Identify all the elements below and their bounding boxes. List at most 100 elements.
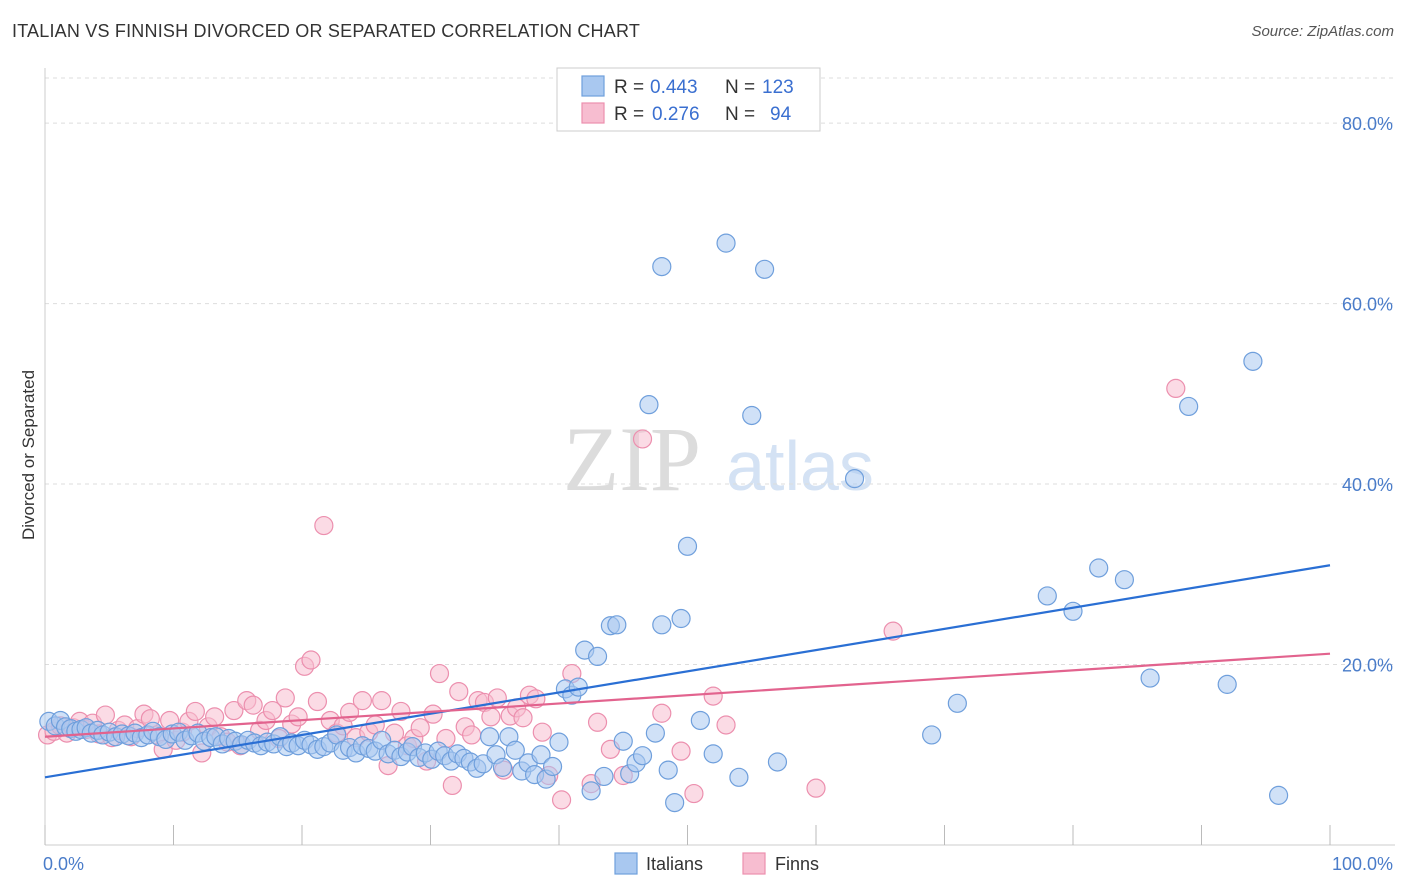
finns-point <box>352 691 372 711</box>
finns-point <box>671 741 691 761</box>
italians-point <box>542 756 563 777</box>
finns-point <box>587 712 608 732</box>
finns-point <box>481 707 501 727</box>
italians-point <box>613 731 633 751</box>
italians-point <box>1243 351 1263 371</box>
italians-point <box>844 469 865 489</box>
italians-trend-line <box>44 564 1331 779</box>
finns-point <box>205 707 225 727</box>
finns-point <box>806 778 826 798</box>
finns-point <box>632 429 653 449</box>
axes <box>44 68 1395 846</box>
italians-point <box>1140 668 1160 688</box>
bottom-legend-finns: Finns <box>775 854 819 874</box>
italians-point <box>492 757 513 777</box>
italians-point <box>1037 586 1057 606</box>
italians-point <box>480 727 500 747</box>
legend-swatch-finns <box>581 102 605 124</box>
italians-point <box>767 752 788 772</box>
italians-point <box>690 710 710 731</box>
finns-point <box>684 783 704 804</box>
legend-italians-r-value: 0.443 <box>650 77 698 98</box>
italians-point <box>632 746 653 766</box>
bottom-legend-swatch-italians <box>614 852 638 875</box>
finns-point <box>224 700 244 721</box>
bottom-legend-italians: Italians <box>646 854 703 874</box>
y-tick-label: 60.0% <box>1342 295 1393 315</box>
finns-point <box>449 681 469 702</box>
finns-point <box>1166 378 1186 399</box>
finns-point <box>314 515 334 536</box>
legend-swatch-italians <box>581 75 605 97</box>
finns-point <box>307 691 328 712</box>
italians-point <box>947 693 967 713</box>
italians-point <box>568 677 588 697</box>
y-tick-label: 20.0% <box>1342 656 1393 676</box>
finns-point <box>275 688 295 708</box>
source-credit: Source: ZipAtlas.com <box>1251 23 1394 40</box>
y-axis-label: Divorced or Separated <box>19 370 38 540</box>
y-tick-labels: 20.0% 40.0% 60.0% 80.0% <box>1342 114 1393 675</box>
finns-point <box>551 790 572 810</box>
legend-finns-r-value: 0.276 <box>652 104 700 125</box>
italians-point <box>549 732 569 752</box>
italians-point <box>1089 558 1109 578</box>
x-tick-labels: 0.0% 100.0% <box>43 854 1393 874</box>
finns-point <box>513 708 533 728</box>
italians-point <box>639 395 659 415</box>
finns-point <box>185 701 205 722</box>
italians-point <box>607 615 627 635</box>
finns-point <box>301 650 321 670</box>
finns-point <box>703 686 723 706</box>
trend-lines <box>44 564 1331 779</box>
italians-point <box>531 745 551 765</box>
top-legend: R = 0.443 N = 123 R = 0.276 N = 94 <box>556 67 821 132</box>
y-tick-label: 80.0% <box>1342 114 1393 134</box>
italians-point <box>1063 601 1083 621</box>
bottom-legend: Italians Finns <box>614 852 819 875</box>
chart-title: ITALIAN VS FINNISH DIVORCED OR SEPARATED… <box>12 21 641 41</box>
italians-point <box>645 723 665 743</box>
italians-point <box>652 615 672 635</box>
italians-point <box>665 792 685 813</box>
italians-point <box>729 767 749 787</box>
legend-italians-n-value: 123 <box>762 77 794 98</box>
italians-point <box>671 608 691 629</box>
finns-point <box>262 700 283 721</box>
watermark-atlas: atlas <box>726 427 874 505</box>
legend-finns-n-value: 94 <box>770 104 792 125</box>
finns-point <box>442 775 462 796</box>
x-tick-label: 100.0% <box>1332 854 1393 874</box>
legend-finns-n-label: N = <box>725 104 755 125</box>
italians-point <box>652 256 672 277</box>
finns-point <box>243 695 263 715</box>
finns-point <box>288 707 308 727</box>
italians-point <box>587 646 608 667</box>
italians-point <box>581 781 601 801</box>
italians-series <box>39 233 1289 813</box>
italians-point <box>677 536 698 556</box>
finns-trend-line <box>44 652 1331 738</box>
bottom-legend-swatch-finns <box>742 852 766 875</box>
italians-point <box>754 259 775 279</box>
italians-point <box>703 744 723 764</box>
finns-point <box>532 722 552 742</box>
italians-point <box>1179 396 1199 417</box>
finns-point <box>391 701 411 722</box>
italians-point <box>505 740 525 760</box>
finns-point <box>372 691 392 711</box>
gridlines <box>45 77 1395 666</box>
legend-italians-r-label: R = <box>614 77 644 98</box>
finns-point <box>429 663 450 684</box>
finns-point <box>410 718 430 738</box>
italians-point <box>742 405 762 426</box>
watermark-zip: ZIP <box>563 408 701 510</box>
legend-finns-r-label: R = <box>614 104 644 125</box>
italians-point <box>1217 674 1237 694</box>
finns-point <box>716 715 736 735</box>
x-tick-label: 0.0% <box>43 854 84 874</box>
finns-point <box>462 725 482 745</box>
italians-point <box>1114 570 1135 590</box>
italians-point <box>1268 785 1289 805</box>
